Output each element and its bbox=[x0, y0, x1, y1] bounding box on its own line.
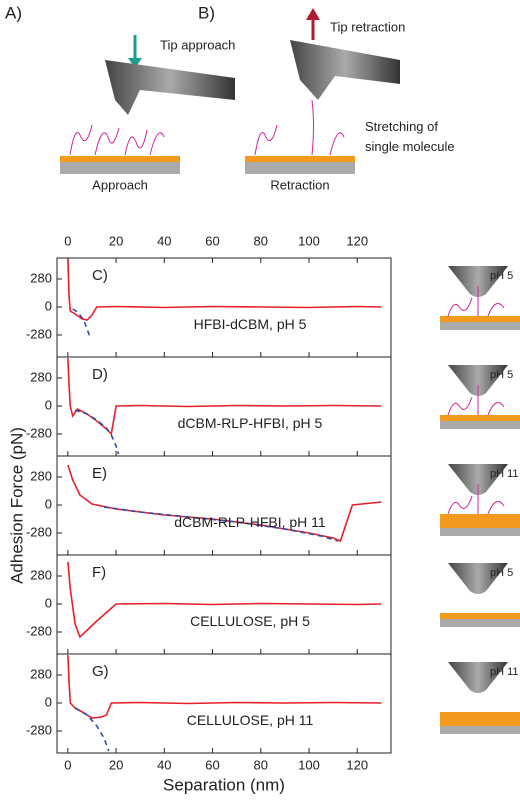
note: Stretching of single molecule bbox=[365, 119, 455, 154]
surface-icon bbox=[440, 514, 520, 528]
caption: Approach bbox=[92, 177, 148, 192]
x-tick-label: 100 bbox=[298, 757, 320, 772]
x-tick-label: 120 bbox=[346, 757, 368, 772]
tip-icon bbox=[448, 365, 508, 396]
y-tick-label: 0 bbox=[45, 397, 52, 412]
y-tick-label: -280 bbox=[26, 425, 52, 440]
x-tick-label: 0 bbox=[64, 757, 71, 772]
arrow-head bbox=[128, 58, 142, 68]
y-tick-label: -280 bbox=[26, 722, 52, 737]
tip bbox=[290, 40, 400, 100]
tip-icon bbox=[448, 662, 508, 693]
panel-label: D) bbox=[92, 366, 108, 383]
surface-icon bbox=[440, 613, 520, 619]
y-tick-label: 0 bbox=[45, 298, 52, 313]
panel-subtitle: dCBM-RLP-HFBI, pH 5 bbox=[178, 415, 323, 431]
panel-subtitle: CELLULOSE, pH 5 bbox=[190, 613, 310, 629]
molecule-icon bbox=[447, 484, 505, 515]
panel-label: G) bbox=[92, 663, 109, 680]
force-curve bbox=[67, 258, 382, 321]
force-curve bbox=[67, 654, 382, 719]
tip bbox=[105, 60, 235, 115]
surface-icon bbox=[440, 316, 520, 322]
y-tick-label: 280 bbox=[30, 369, 52, 384]
tip-icon bbox=[448, 266, 508, 297]
arrow-label: Tip approach bbox=[160, 37, 235, 52]
y-tick-label: 0 bbox=[45, 496, 52, 511]
force-curve bbox=[74, 409, 120, 455]
ph-label: pH 5 bbox=[490, 369, 513, 381]
molecule-icon bbox=[447, 286, 505, 317]
y-axis-label: Adhesion Force (pN) bbox=[7, 427, 26, 584]
panel-subtitle: HFBI-dCBM, pH 5 bbox=[194, 316, 307, 332]
x-tick-label-top: 0 bbox=[64, 233, 71, 248]
force-curve bbox=[103, 506, 339, 542]
substrate-icon bbox=[440, 619, 520, 627]
y-tick-label: -280 bbox=[26, 524, 52, 539]
y-tick-label: -280 bbox=[26, 623, 52, 638]
y-tick-label: 280 bbox=[30, 666, 52, 681]
surface bbox=[60, 156, 180, 162]
x-tick-label-top: 60 bbox=[205, 233, 219, 248]
surface bbox=[245, 156, 355, 162]
note-line: Stretching of bbox=[365, 119, 438, 134]
x-tick-label: 40 bbox=[157, 757, 171, 772]
x-tick-label: 80 bbox=[254, 757, 268, 772]
arrow-label: Tip retraction bbox=[330, 19, 405, 34]
surface-icon bbox=[440, 415, 520, 421]
substrate bbox=[245, 162, 355, 174]
substrate bbox=[60, 162, 180, 174]
molecule-icon bbox=[447, 385, 505, 416]
y-tick-label: -280 bbox=[26, 326, 52, 341]
x-tick-label: 60 bbox=[205, 757, 219, 772]
x-axis-label: Separation (nm) bbox=[163, 775, 285, 794]
y-tick-label: 280 bbox=[30, 468, 52, 483]
ph-label: pH 11 bbox=[490, 666, 519, 678]
force-curve bbox=[67, 561, 382, 639]
panel-subtitle: dCBM-RLP-HFBI, pH 11 bbox=[174, 514, 326, 530]
substrate-icon bbox=[440, 322, 520, 330]
substrate-icon bbox=[440, 528, 520, 536]
tip-icon bbox=[448, 563, 508, 594]
force-curve bbox=[72, 308, 91, 337]
substrate-icon bbox=[440, 726, 520, 734]
force-curve bbox=[74, 707, 110, 752]
panel-label: B) bbox=[198, 3, 215, 22]
y-tick-label: 280 bbox=[30, 567, 52, 582]
ph-label: pH 5 bbox=[490, 270, 513, 282]
y-tick-label: 0 bbox=[45, 595, 52, 610]
x-tick-label-top: 20 bbox=[109, 233, 123, 248]
schematic: A) B) Tip approach Approach Tip retracti… bbox=[5, 3, 405, 192]
y-tick-label: 280 bbox=[30, 270, 52, 285]
x-tick-label-top: 100 bbox=[298, 233, 320, 248]
panel-label: F) bbox=[92, 564, 106, 581]
molecules bbox=[69, 124, 165, 156]
x-tick-label: 20 bbox=[109, 757, 123, 772]
caption: Retraction bbox=[270, 177, 329, 192]
surface-icon bbox=[440, 712, 520, 726]
ph-label: pH 11 bbox=[490, 468, 519, 480]
x-tick-label-top: 80 bbox=[254, 233, 268, 248]
y-tick-label: 0 bbox=[45, 694, 52, 709]
arrow-head bbox=[306, 8, 320, 20]
x-tick-label-top: 120 bbox=[346, 233, 368, 248]
substrate-icon bbox=[440, 421, 520, 429]
panel-label: A) bbox=[5, 3, 22, 22]
molecules bbox=[254, 99, 345, 156]
ph-label: pH 5 bbox=[490, 567, 513, 579]
panel-subtitle: CELLULOSE, pH 11 bbox=[187, 712, 314, 728]
x-tick-label-top: 40 bbox=[157, 233, 171, 248]
panel-label: C) bbox=[92, 267, 108, 284]
note-line: single molecule bbox=[365, 139, 455, 154]
tip-icon bbox=[448, 464, 508, 495]
panel-label: E) bbox=[92, 465, 107, 482]
